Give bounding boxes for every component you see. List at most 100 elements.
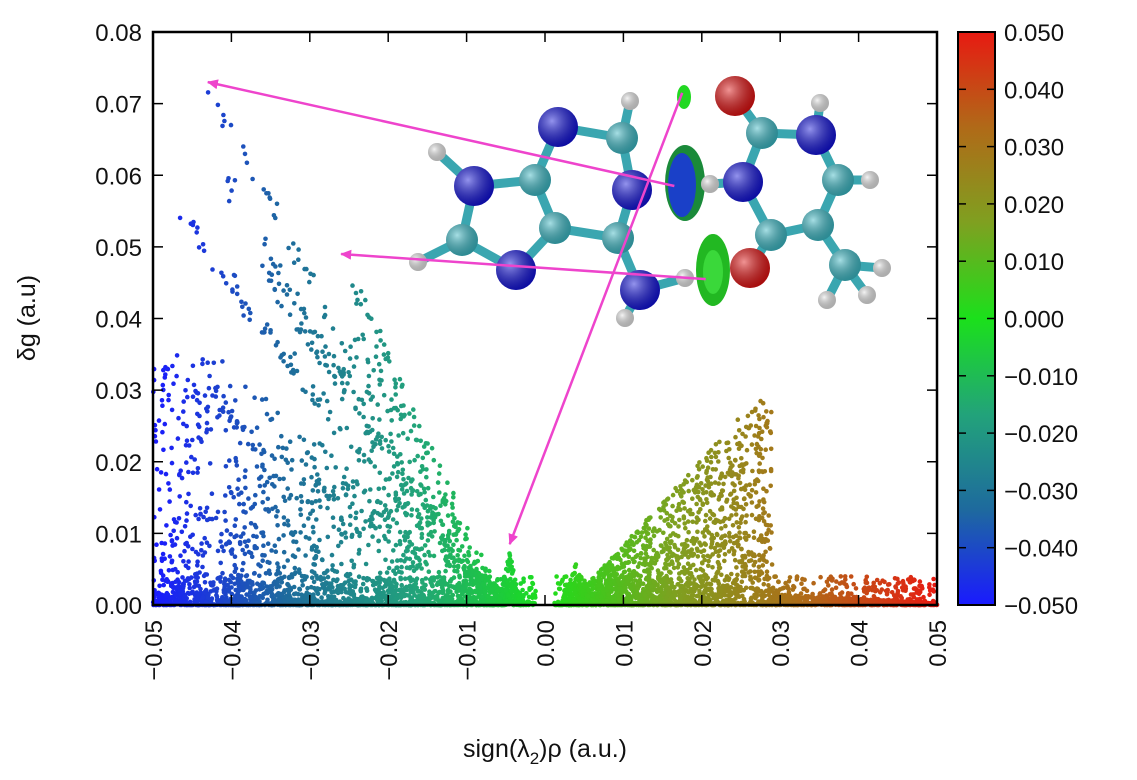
scatter-point bbox=[406, 593, 411, 598]
scatter-point bbox=[317, 360, 322, 366]
scatter-point bbox=[220, 274, 226, 279]
scatter-point bbox=[222, 509, 227, 515]
scatter-point bbox=[763, 447, 768, 453]
scatter-point bbox=[469, 595, 474, 601]
scatter-point bbox=[530, 581, 536, 587]
scatter-point bbox=[389, 559, 395, 564]
scatter-point bbox=[162, 421, 168, 427]
scatter-point bbox=[717, 565, 723, 571]
scatter-point bbox=[303, 315, 309, 320]
scatter-point bbox=[418, 491, 423, 497]
scatter-point bbox=[285, 582, 290, 587]
scatter-point bbox=[900, 578, 906, 584]
scatter-point bbox=[243, 301, 248, 306]
scatter-point bbox=[917, 583, 922, 589]
scatter-point bbox=[450, 548, 455, 554]
scatter-point bbox=[388, 580, 393, 585]
scatter-point bbox=[450, 592, 456, 598]
scatter-point bbox=[399, 460, 405, 465]
scatter-point bbox=[218, 579, 223, 584]
scatter-point bbox=[506, 567, 512, 572]
scatter-point bbox=[406, 544, 412, 549]
scatter-point bbox=[911, 595, 917, 600]
scatter-point bbox=[179, 475, 185, 481]
scatter-point bbox=[213, 515, 219, 521]
scatter-point bbox=[438, 503, 443, 509]
scatter-point bbox=[224, 528, 230, 533]
scatter-point bbox=[329, 453, 334, 459]
scatter-point bbox=[341, 366, 347, 372]
scatter-point bbox=[281, 288, 286, 293]
scatter-point bbox=[240, 304, 245, 310]
scatter-point bbox=[351, 389, 356, 395]
scatter-point bbox=[223, 281, 229, 286]
scatter-point bbox=[201, 514, 206, 520]
scatter-point bbox=[228, 579, 233, 585]
scatter-point bbox=[402, 538, 408, 543]
scatter-point bbox=[834, 579, 839, 584]
scatter-point bbox=[292, 351, 298, 356]
scatter-point bbox=[347, 522, 353, 527]
scatter-point bbox=[508, 576, 513, 582]
scatter-point bbox=[309, 575, 315, 580]
scatter-point bbox=[188, 503, 193, 509]
scatter-point bbox=[159, 398, 165, 403]
scatter-point bbox=[405, 534, 410, 540]
scatter-point bbox=[333, 597, 339, 603]
scatter-point bbox=[818, 574, 823, 580]
scatter-point bbox=[916, 591, 922, 596]
scatter-point bbox=[250, 442, 256, 448]
scatter-point bbox=[317, 537, 322, 543]
scatter-point bbox=[260, 552, 265, 558]
scatter-point bbox=[415, 589, 421, 594]
scatter-point bbox=[330, 563, 335, 568]
scatter-point bbox=[364, 586, 369, 591]
scatter-point bbox=[703, 512, 709, 518]
scatter-point bbox=[430, 510, 435, 515]
scatter-point bbox=[414, 489, 420, 494]
scatter-point bbox=[350, 485, 356, 490]
scatter-point bbox=[271, 213, 277, 218]
scatter-point bbox=[440, 522, 446, 527]
scatter-point bbox=[237, 440, 243, 446]
scatter-point bbox=[794, 574, 800, 579]
scatter-point bbox=[374, 499, 380, 505]
scatter-point bbox=[314, 349, 320, 355]
scatter-point bbox=[393, 492, 399, 498]
scatter-point bbox=[301, 481, 307, 487]
scatter-point bbox=[332, 568, 338, 574]
scatter-point bbox=[427, 589, 432, 594]
scatter-point bbox=[167, 499, 172, 504]
scatter-point bbox=[305, 342, 311, 347]
scatter-point bbox=[419, 531, 425, 537]
scatter-point bbox=[276, 596, 282, 602]
scatter-point bbox=[428, 529, 434, 535]
scatter-point bbox=[233, 517, 239, 522]
scatter-point bbox=[736, 428, 742, 433]
scatter-point bbox=[221, 589, 227, 595]
scatter-point bbox=[400, 467, 406, 473]
scatter-point bbox=[269, 453, 275, 458]
scatter-point bbox=[245, 441, 251, 447]
scatter-point bbox=[451, 584, 456, 589]
scatter-point bbox=[402, 412, 407, 418]
scatter-point bbox=[829, 578, 835, 583]
scatter-point bbox=[386, 529, 392, 534]
scatter-point bbox=[347, 356, 353, 361]
scatter-point bbox=[443, 498, 449, 504]
scatter-point bbox=[712, 545, 718, 551]
scatter-point bbox=[907, 580, 913, 585]
scatter-point bbox=[378, 368, 384, 374]
scatter-point bbox=[462, 553, 467, 559]
scatter-point bbox=[261, 187, 267, 192]
scatter-point bbox=[193, 574, 198, 580]
scatter-point bbox=[244, 585, 249, 590]
scatter-point bbox=[409, 507, 415, 512]
scatter-point bbox=[219, 544, 225, 549]
scatter-point bbox=[300, 387, 306, 393]
scatter-point bbox=[156, 487, 162, 492]
scatter-point bbox=[312, 464, 317, 470]
scatter-point bbox=[315, 591, 321, 597]
scatter-point bbox=[322, 589, 328, 594]
scatter-point bbox=[257, 442, 262, 447]
